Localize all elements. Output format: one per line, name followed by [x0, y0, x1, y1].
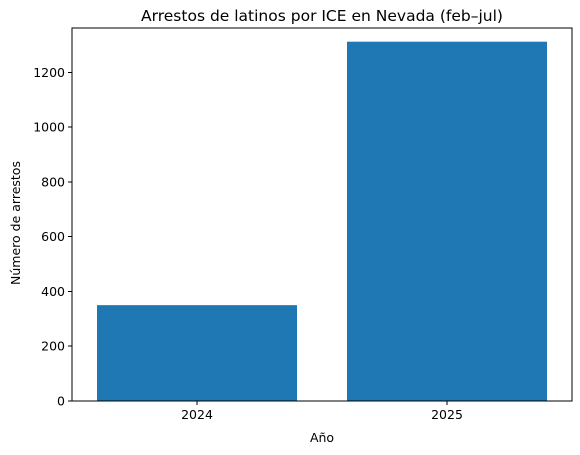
- y-tick-label: 400: [41, 284, 65, 299]
- x-tick-label: 2025: [431, 407, 463, 422]
- plot-frame: [71, 27, 573, 402]
- y-tick-label: 200: [41, 339, 65, 354]
- x-axis-label: Año: [310, 430, 334, 445]
- bar-2024: [97, 305, 297, 401]
- y-tick-label: 1000: [33, 120, 65, 135]
- y-axis-label: Número de arrestos: [8, 161, 23, 285]
- chart-title: Arrestos de latinos por ICE en Nevada (f…: [141, 7, 503, 25]
- y-tick-label: 600: [41, 229, 65, 244]
- bars: [97, 41, 547, 401]
- bar-2025: [347, 41, 547, 401]
- x-tick-label: 2024: [181, 407, 213, 422]
- y-tick-label: 1200: [33, 65, 65, 80]
- x-axis: 2024 2025: [181, 401, 463, 422]
- y-axis: 0 200 400 600 800 1000 1200: [33, 65, 72, 409]
- y-tick-label: 800: [41, 174, 65, 189]
- y-tick-label: 0: [57, 394, 65, 409]
